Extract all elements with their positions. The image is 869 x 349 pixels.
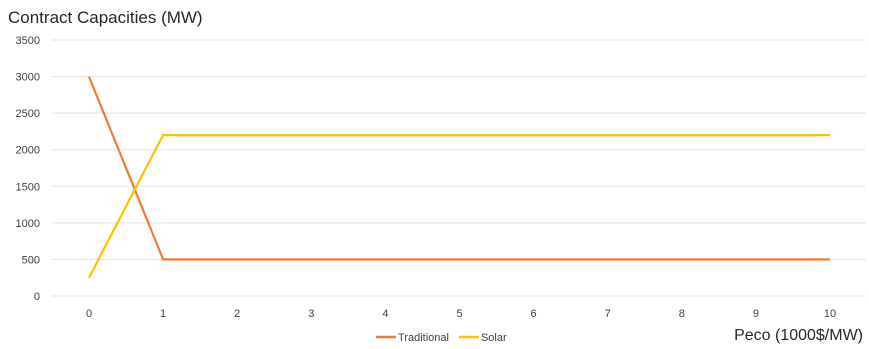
y-axis-ticks: 0 500 1000 1500 2000 2500 3000 3500 [16, 35, 40, 303]
y-tick-label: 3000 [16, 72, 40, 84]
x-tick-label: 9 [753, 308, 759, 320]
x-tick-label: 7 [605, 308, 611, 320]
series-lines [87, 76, 830, 279]
x-tick-label: 2 [234, 308, 240, 320]
y-tick-label: 2500 [16, 108, 40, 120]
y-tick-label: 1500 [16, 181, 40, 193]
x-axis-title: Peco (1000$/MW) [734, 327, 863, 344]
x-tick-label: 3 [308, 308, 314, 320]
y-tick-label: 2000 [16, 145, 40, 157]
series-line-solar [88, 134, 830, 279]
x-tick-label: 10 [824, 308, 836, 320]
gridlines [52, 39, 866, 297]
x-tick-label: 6 [531, 308, 537, 320]
x-tick-label: 8 [679, 308, 685, 320]
y-tick-label: 3500 [16, 35, 40, 47]
y-tick-label: 0 [34, 291, 40, 303]
x-tick-label: 1 [160, 308, 166, 320]
series-line-traditional [87, 76, 830, 261]
y-tick-label: 1000 [16, 218, 40, 230]
legend-label-traditional: Traditional [398, 332, 449, 344]
x-axis-ticks: 0 1 2 3 4 5 6 7 8 9 10 [86, 308, 836, 320]
y-tick-label: 500 [22, 254, 40, 266]
x-tick-label: 0 [86, 308, 92, 320]
x-tick-label: 4 [382, 308, 388, 320]
legend-label-solar: Solar [481, 332, 507, 344]
chart-title: Contract Capacities (MW) [8, 8, 203, 27]
x-tick-label: 5 [456, 308, 462, 320]
legend: Traditional Solar [376, 332, 507, 344]
